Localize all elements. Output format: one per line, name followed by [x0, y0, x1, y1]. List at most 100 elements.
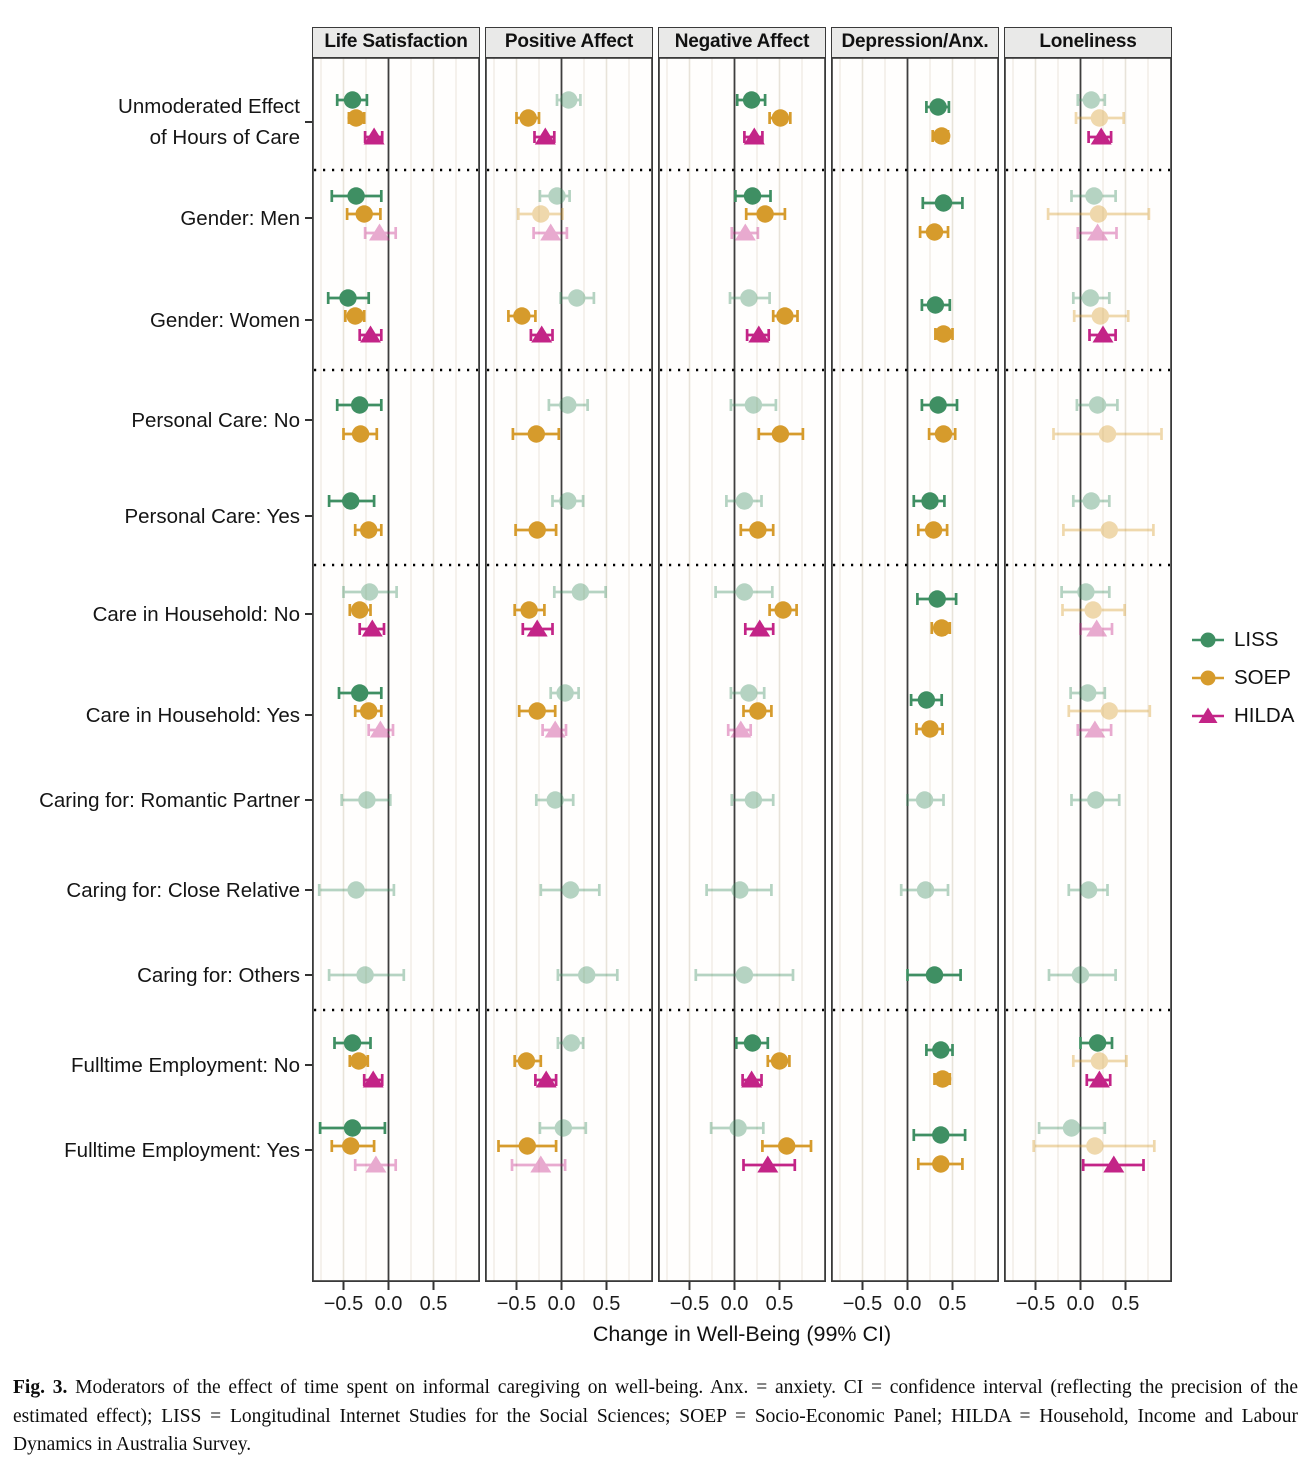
estimate-hilda — [363, 127, 385, 145]
row-axis-tick — [305, 799, 312, 801]
estimate-hilda — [742, 1155, 797, 1173]
estimate-hilda — [743, 127, 765, 145]
panel-header-negative-affect: Negative Affect — [658, 27, 826, 58]
x-tick-label: −0.5 — [842, 1293, 883, 1315]
estimate-hilda — [730, 223, 760, 241]
estimate-liss — [912, 492, 946, 510]
estimate-hilda — [726, 720, 753, 738]
estimate-soep — [507, 307, 537, 325]
estimate-liss — [1071, 289, 1111, 307]
x-tick-label: −0.5 — [323, 1293, 364, 1315]
estimate-hilda — [743, 619, 775, 637]
estimate-liss — [734, 187, 772, 205]
estimate-soep — [927, 425, 957, 443]
row-label: Caring for: Close Relative — [66, 878, 300, 902]
panel-header-positive-affect: Positive Affect — [485, 27, 653, 58]
panel-life-satisfaction — [311, 56, 480, 1290]
estimate-soep — [342, 425, 379, 443]
row-axis-tick — [305, 974, 312, 976]
estimate-liss — [728, 289, 771, 307]
estimate-soep — [744, 205, 787, 223]
estimate-liss — [538, 187, 571, 205]
estimate-soep — [348, 1052, 370, 1070]
estimate-hilda — [521, 619, 554, 637]
x-tick-label: −0.5 — [669, 1293, 710, 1315]
panel-loneliness — [1003, 56, 1172, 1290]
estimate-hilda — [534, 1070, 558, 1088]
row-label: Personal Care: No — [131, 408, 300, 432]
estimate-liss — [694, 966, 795, 984]
estimate-liss — [327, 966, 406, 984]
x-tick-label: −0.5 — [496, 1293, 537, 1315]
estimate-soep — [330, 1137, 376, 1155]
circle-marker-icon — [1192, 632, 1224, 648]
x-tick-label: 0.0 — [720, 1293, 749, 1315]
estimate-soep — [1072, 307, 1130, 325]
panel-positive-affect — [484, 56, 653, 1290]
estimate-hilda — [1087, 127, 1113, 145]
estimate-liss — [1071, 492, 1111, 510]
estimate-liss — [555, 91, 582, 109]
row-axis-tick — [305, 217, 312, 219]
estimate-liss — [534, 791, 575, 809]
x-tick-label: 0.0 — [1066, 1293, 1095, 1315]
estimate-soep — [1062, 521, 1155, 539]
estimate-soep — [918, 223, 950, 241]
row-axis-tick — [305, 714, 312, 716]
estimate-liss — [318, 1119, 387, 1137]
estimate-soep — [343, 307, 366, 325]
estimate-liss — [916, 590, 958, 608]
estimate-hilda — [1088, 325, 1117, 343]
estimate-liss — [1037, 1119, 1107, 1137]
estimate-soep — [497, 1137, 558, 1155]
estimate-hilda — [1076, 223, 1118, 241]
legend-label: SOEP — [1234, 666, 1291, 689]
estimate-liss — [556, 1034, 585, 1052]
estimate-soep — [761, 1137, 813, 1155]
row-axis-tick — [305, 419, 312, 421]
estimate-liss — [920, 296, 952, 314]
estimate-liss — [709, 1119, 765, 1137]
estimate-liss — [1060, 583, 1111, 601]
estimate-soep — [1067, 702, 1152, 720]
estimate-hilda — [510, 1155, 567, 1173]
estimate-soep — [1046, 205, 1151, 223]
estimate-liss — [1069, 684, 1107, 702]
x-tick-label: 0.5 — [938, 1293, 967, 1315]
estimate-liss — [538, 1119, 588, 1137]
row-axis-tick — [305, 121, 312, 123]
x-tick-label: 0.0 — [547, 1293, 576, 1315]
row-label: Caring for: Romantic Partner — [39, 788, 300, 812]
estimate-soep — [513, 1052, 543, 1070]
estimate-liss — [337, 684, 383, 702]
estimate-hilda — [741, 1070, 763, 1088]
row-label: Gender: Men — [180, 206, 300, 230]
estimate-soep — [931, 127, 951, 145]
row-label: Care in Household: No — [92, 602, 300, 626]
estimate-liss — [1047, 966, 1117, 984]
row-label: Care in Household: Yes — [85, 703, 300, 727]
row-axis-tick — [305, 1064, 312, 1066]
estimate-liss — [549, 684, 580, 702]
estimate-hilda — [541, 720, 568, 738]
x-tick-label: 0.5 — [765, 1293, 794, 1315]
estimate-liss — [734, 1034, 770, 1052]
row-label: Unmoderated Effect of Hours of Care — [118, 95, 300, 149]
circle-marker-icon — [1192, 670, 1224, 686]
estimate-hilda — [532, 223, 569, 241]
estimate-liss — [906, 791, 945, 809]
estimate-liss — [730, 791, 775, 809]
panel-depression-anx- — [830, 56, 999, 1290]
estimate-soep — [511, 425, 561, 443]
estimate-hilda — [358, 325, 383, 343]
estimate-liss — [705, 881, 773, 899]
estimate-soep — [348, 601, 372, 619]
estimate-liss — [729, 396, 778, 414]
estimate-hilda — [533, 127, 556, 145]
x-axis-title: Change in Well-Being (99% CI) — [592, 1322, 892, 1346]
estimate-liss — [547, 396, 589, 414]
x-tick-label: 0.0 — [893, 1293, 922, 1315]
estimate-hilda — [1079, 619, 1114, 637]
estimate-soep — [930, 619, 952, 637]
estimate-soep — [1071, 1052, 1128, 1070]
